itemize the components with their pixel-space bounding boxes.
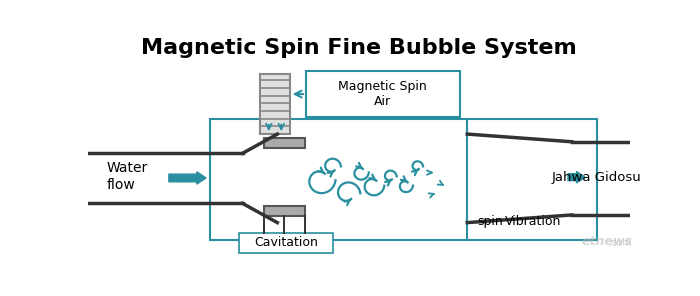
Text: Water
flow: Water flow: [107, 161, 148, 192]
Text: spin: spin: [477, 215, 503, 228]
Text: etnews: etnews: [582, 235, 633, 248]
Bar: [260, 74, 290, 134]
FancyArrow shape: [568, 171, 585, 183]
FancyArrow shape: [169, 172, 206, 184]
Text: .com: .com: [608, 238, 632, 248]
Bar: [239, 233, 333, 253]
Text: Vibration: Vibration: [505, 215, 561, 228]
Text: Magnetic Spin Fine Bubble System: Magnetic Spin Fine Bubble System: [141, 38, 577, 58]
Bar: [306, 71, 459, 117]
Bar: [264, 207, 304, 216]
Text: Jahwa Gidosu: Jahwa Gidosu: [552, 171, 641, 184]
Text: Magnetic Spin
Air: Magnetic Spin Air: [338, 80, 427, 108]
Text: Cavitation: Cavitation: [254, 236, 318, 249]
Bar: [264, 138, 304, 148]
Bar: [210, 119, 598, 240]
